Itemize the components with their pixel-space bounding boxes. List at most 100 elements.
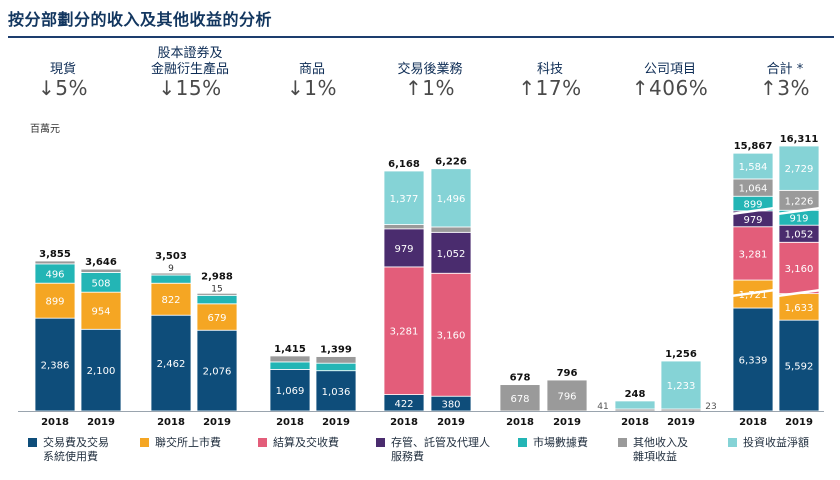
- x-tick-label: 2018: [739, 417, 767, 428]
- legend-item-other-revenue: 其他收入及 雜項收益: [618, 436, 688, 464]
- segment-change: ↑1%: [405, 76, 455, 100]
- bar-segment: [150, 274, 192, 284]
- legend-item-clearing-fees: 結算及交收費: [258, 436, 339, 450]
- bar-total-label: 6,168: [388, 159, 420, 170]
- bar-segment: [778, 319, 820, 412]
- bar-value-label: 41: [597, 402, 608, 412]
- bar-segment: [269, 355, 311, 363]
- legend-label: 存管、託管及代理人 服務費: [391, 436, 490, 463]
- bar-value-label: 1,064: [739, 184, 768, 195]
- bar-segment: [196, 294, 238, 305]
- bar-segment: [732, 307, 774, 412]
- bar-value-label: 899: [45, 297, 64, 308]
- x-tick-label: 2019: [667, 417, 695, 428]
- bar-segment: [80, 268, 122, 273]
- bar-value-label: 23: [705, 402, 716, 412]
- segment-name: 公司項目: [643, 62, 696, 77]
- unit-label: 百萬元: [30, 124, 60, 135]
- segment-change: ↑17%: [518, 76, 582, 100]
- bar-segment: [196, 303, 238, 331]
- segment-name: 科技: [536, 62, 563, 77]
- bar-value-label: 1,069: [276, 386, 305, 397]
- bar-segment: [269, 361, 311, 370]
- bar-value-label: 1,584: [739, 162, 768, 173]
- bar-total-label: 3,855: [39, 249, 71, 260]
- bar-segment: [150, 282, 192, 316]
- x-tick-label: 2018: [276, 417, 304, 428]
- segment-header-post-trade: 交易後業務 ↑1%: [370, 44, 490, 100]
- bar-value-label: 822: [161, 295, 180, 306]
- bar-total-label: 1,256: [665, 349, 697, 360]
- bar-value-label: 422: [394, 399, 413, 410]
- bar-value-label: 1,721: [739, 290, 768, 301]
- bar-value-label: 1,052: [785, 230, 814, 241]
- bar-segment: [196, 329, 238, 412]
- bar-total-label: 3,646: [85, 257, 117, 268]
- bar-segment: [150, 272, 192, 276]
- bar-segment: [196, 292, 238, 296]
- x-tick-label: 2019: [322, 417, 350, 428]
- bar-segment: [778, 145, 820, 191]
- bar-segment: [383, 228, 425, 268]
- bar-value-label: 6,339: [739, 356, 768, 367]
- legend-label: 交易費及交易 系統使用費: [43, 436, 109, 463]
- bar-value-label: 3,160: [437, 331, 466, 342]
- segment-header-total: 合計 * ↑3%: [735, 44, 835, 98]
- legend-item-listing-fees: 聯交所上市費: [140, 436, 221, 450]
- legend-label: 市場數據費: [533, 436, 588, 449]
- bar-value-label: 5,592: [785, 362, 814, 373]
- legend-swatch: [376, 438, 385, 447]
- legend-item-net-investment-income: 投資收益淨額: [728, 436, 809, 450]
- bar-total-label: 1,415: [274, 344, 306, 355]
- x-tick-label: 2019: [785, 417, 813, 428]
- bar-value-label: 1,377: [390, 194, 419, 205]
- legend-label: 結算及交收費: [273, 436, 339, 449]
- bar-segment: [732, 152, 774, 180]
- bar-total-label: 2,988: [201, 271, 233, 282]
- legend: 交易費及交易 系統使用費 聯交所上市費 結算及交收費 存管、託管及代理人 服務費…: [0, 436, 840, 480]
- bar-value-label: 679: [207, 313, 226, 324]
- legend-swatch: [728, 438, 737, 447]
- bar-value-label: 2,100: [87, 366, 116, 377]
- bar-value-label: 508: [91, 278, 110, 289]
- segment-name: 商品: [298, 62, 325, 77]
- bar-value-label: 979: [394, 244, 413, 255]
- bar-segment: [430, 226, 472, 233]
- bar-segment: [34, 260, 76, 265]
- bar-total-label: 3,503: [155, 251, 187, 262]
- legend-swatch: [140, 438, 149, 447]
- legend-swatch: [258, 438, 267, 447]
- bar-total-label: 15,867: [734, 141, 773, 152]
- bar-segment: [499, 384, 541, 412]
- bar-value-label: 1,036: [322, 387, 351, 398]
- x-tick-label: 2018: [41, 417, 69, 428]
- bar-segment: [315, 362, 357, 372]
- legend-label: 聯交所上市費: [155, 436, 221, 449]
- x-tick-label: 2019: [87, 417, 115, 428]
- segment-header-commodities: 商品 ↓1%: [262, 44, 362, 98]
- bar-value-label: 979: [743, 215, 762, 226]
- bar-segment: [315, 370, 357, 412]
- segment-header-equity: 股本證券及 金融衍生產品 ↓15%: [135, 44, 245, 100]
- segment-change: ↑406%: [631, 76, 709, 100]
- segment-change: ↓5%: [38, 76, 88, 100]
- bar-total-label: 678: [510, 373, 531, 384]
- segment-name: 交易後業務: [397, 62, 463, 77]
- legend-swatch: [618, 438, 627, 447]
- bar-segment: [546, 379, 588, 412]
- axis-break-mark: [730, 288, 776, 298]
- bar-segment: [150, 314, 192, 412]
- segment-header-spot: 現貨 ↓5%: [18, 44, 108, 100]
- bar-value-label: 3,160: [785, 264, 814, 275]
- x-axis-baseline: [18, 411, 824, 412]
- bar-value-label: 1,496: [437, 194, 466, 205]
- segment-change: ↓15%: [158, 76, 222, 100]
- x-tick-label: 2019: [553, 417, 581, 428]
- bar-segment: [660, 360, 702, 410]
- segment-header-technology: 科技 ↑17%: [500, 44, 600, 100]
- segment-name: 合計 *: [766, 62, 804, 77]
- bar-value-label: 796: [557, 392, 576, 403]
- bar-value-label: 2,462: [157, 359, 186, 370]
- legend-swatch: [28, 438, 37, 447]
- bar-value-label: 3,281: [390, 327, 419, 338]
